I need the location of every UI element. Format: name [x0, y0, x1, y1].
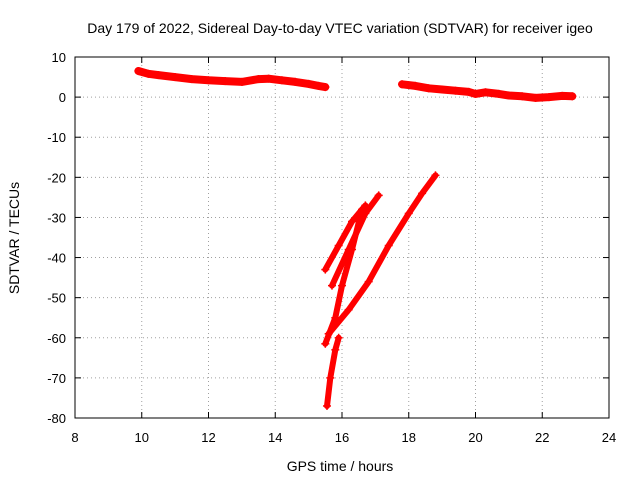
data-point	[291, 77, 300, 86]
data-point	[187, 75, 196, 84]
data-point	[544, 93, 553, 102]
data-point	[481, 88, 490, 97]
data-point	[334, 333, 343, 342]
data-point	[384, 241, 393, 250]
y-tick-label: -70	[47, 371, 66, 386]
data-point	[331, 345, 340, 354]
y-tick-label: -10	[47, 130, 66, 145]
data-point	[358, 205, 367, 214]
y-tick-label: -30	[47, 210, 66, 225]
data-point	[331, 313, 340, 322]
data-point	[154, 71, 163, 80]
data-point	[348, 245, 357, 254]
data-point	[424, 84, 433, 93]
data-point	[204, 76, 213, 85]
data-point	[314, 81, 323, 90]
data-point	[344, 305, 353, 314]
x-tick-label: 24	[602, 430, 616, 445]
data-point	[558, 91, 567, 100]
data-point	[451, 86, 460, 95]
data-point	[418, 189, 427, 198]
data-point	[334, 241, 343, 250]
y-tick-label: -50	[47, 291, 66, 306]
data-point	[326, 373, 335, 382]
data-point	[321, 339, 330, 348]
data-point	[144, 69, 153, 78]
data-point	[504, 91, 513, 100]
data-point	[134, 67, 143, 76]
x-tick-label: 12	[201, 430, 215, 445]
data-point	[438, 85, 447, 94]
data-point	[338, 281, 346, 290]
data-point	[568, 92, 577, 101]
x-axis-label: GPS time / hours	[287, 458, 394, 474]
data-point	[264, 74, 273, 83]
series-arc-5	[322, 206, 365, 347]
x-tick-label: 18	[402, 430, 416, 445]
y-tick-label: -40	[47, 251, 66, 266]
chart-title: Day 179 of 2022, Sidereal Day-to-day VTE…	[87, 20, 593, 36]
data-point	[324, 329, 333, 338]
data-point	[531, 93, 540, 102]
data-point	[431, 171, 440, 180]
plot-area	[134, 67, 577, 410]
data-point	[374, 191, 383, 200]
data-point	[304, 79, 313, 88]
x-tick-label: 14	[268, 430, 282, 445]
data-point	[411, 81, 420, 90]
y-tick-label: -20	[47, 170, 66, 185]
data-point	[254, 75, 263, 84]
series-arc-2	[398, 80, 577, 102]
y-tick-label: 0	[59, 90, 66, 105]
x-tick-label: 20	[468, 430, 482, 445]
series-arc-7	[324, 334, 342, 409]
data-point	[322, 401, 331, 410]
axes: 8 10 12 14 16 18 20 22 24 10 0 -10 -20 -30 -40 -50 -60 -7…	[47, 50, 616, 445]
y-tick-label: -80	[47, 411, 66, 426]
grid	[75, 57, 609, 418]
data-point	[494, 89, 503, 98]
y-tick-label: -60	[47, 331, 66, 346]
data-point	[471, 89, 480, 98]
y-tick-label: 10	[52, 50, 66, 65]
y-axis-label: SDTVAR / TECUs	[6, 182, 22, 294]
x-tick-label: 10	[135, 430, 149, 445]
data-point	[321, 83, 330, 92]
data-point	[518, 92, 527, 101]
x-tick-label: 16	[335, 430, 349, 445]
data-point	[464, 87, 473, 96]
data-point	[237, 77, 246, 86]
data-point	[404, 209, 413, 218]
data-point	[364, 277, 373, 286]
data-point	[171, 73, 180, 82]
data-point	[277, 76, 286, 85]
x-tick-label: 8	[71, 430, 78, 445]
data-point	[348, 217, 357, 226]
data-point	[327, 281, 336, 290]
series-arc-1	[134, 67, 330, 92]
data-point	[398, 80, 407, 89]
data-point	[221, 77, 230, 86]
data-point	[321, 265, 330, 274]
x-tick-label: 22	[535, 430, 549, 445]
